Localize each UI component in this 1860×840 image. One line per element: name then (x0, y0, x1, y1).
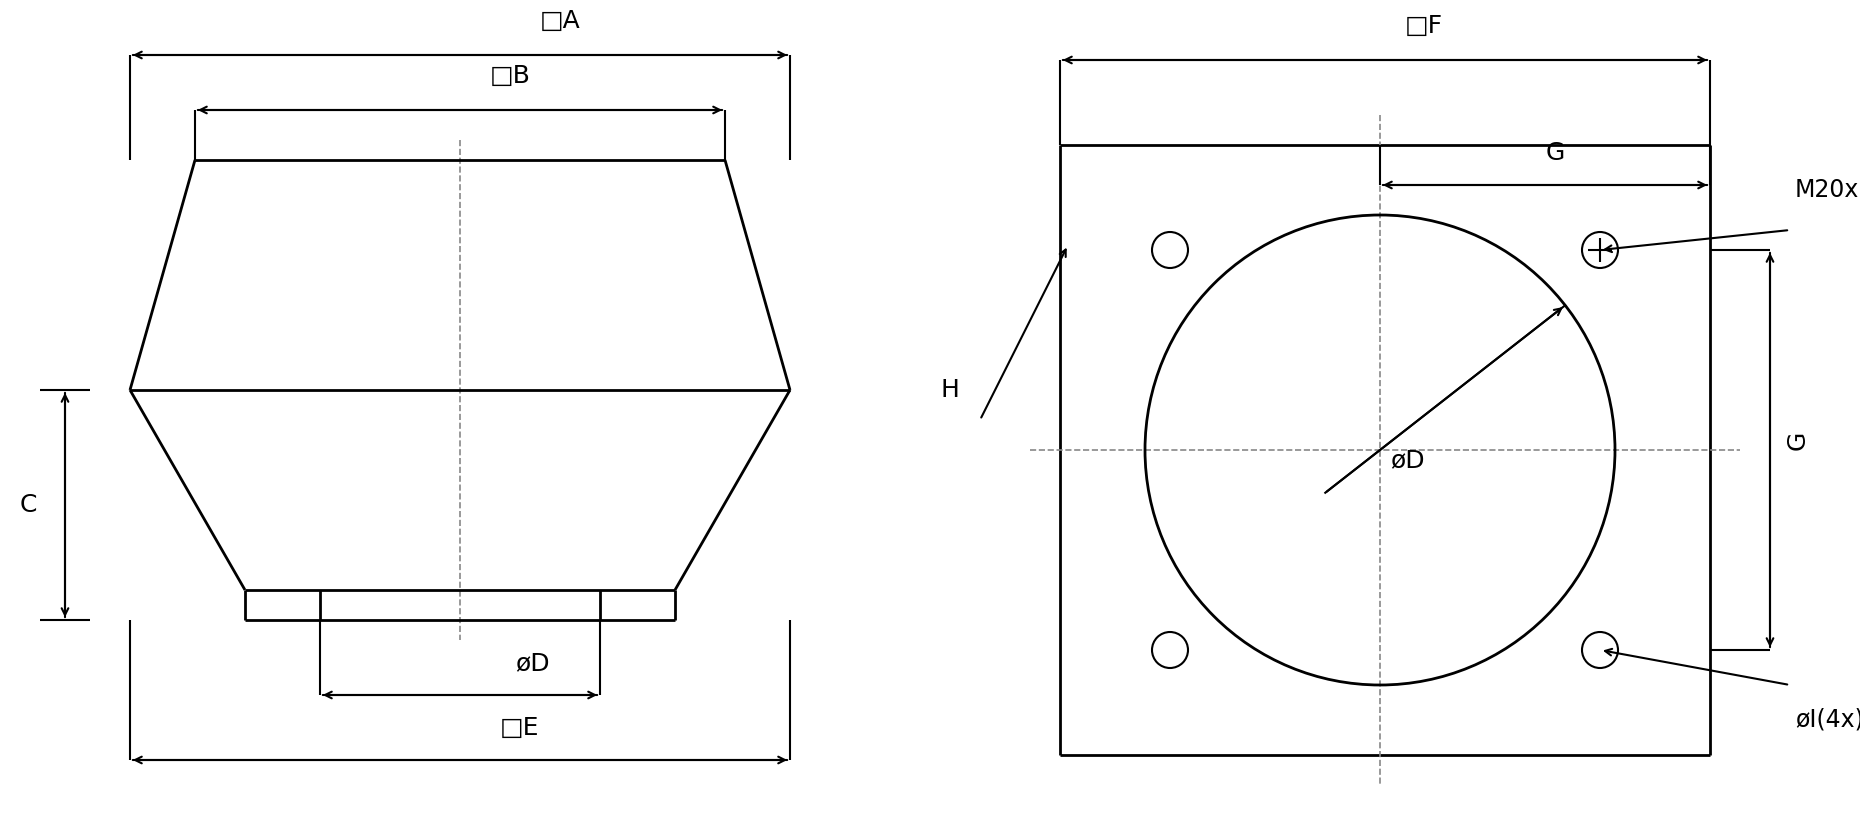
Text: C: C (20, 493, 37, 517)
Text: G: G (1546, 141, 1564, 165)
Text: M20x1,5: M20x1,5 (1795, 178, 1860, 202)
Text: □E: □E (500, 716, 539, 740)
Text: H: H (941, 378, 960, 402)
Text: øD: øD (515, 651, 549, 675)
Text: □B: □B (489, 64, 530, 88)
Text: □F: □F (1404, 14, 1443, 38)
Text: □A: □A (539, 9, 580, 33)
Text: øI(4x): øI(4x) (1795, 708, 1860, 732)
Text: G: G (1786, 431, 1810, 450)
Text: øD: øD (1389, 448, 1425, 472)
